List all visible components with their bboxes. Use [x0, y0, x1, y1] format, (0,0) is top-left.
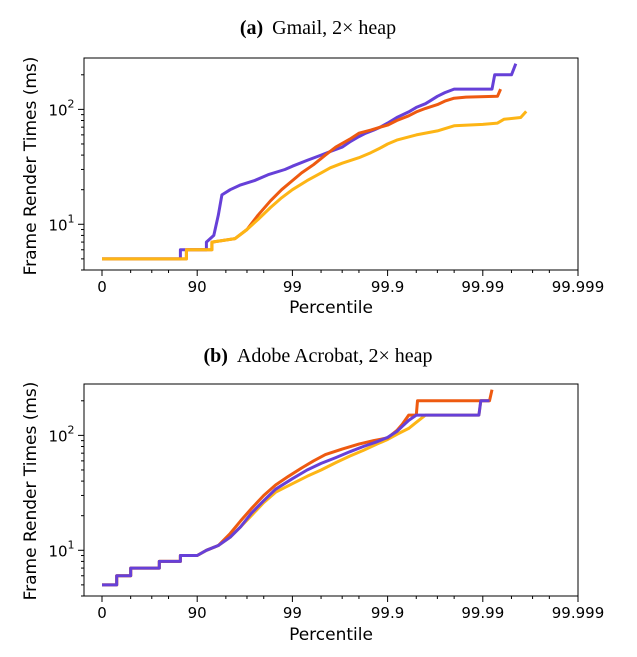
chart-panel-b: (b) Adobe Acrobat, 2× heap Frame Render …: [21, 345, 604, 645]
plot-frame-b: [83, 383, 579, 597]
series-line-b-yellow: [102, 399, 490, 587]
x-tick-label-b-2: 99: [283, 604, 302, 622]
series-line-b-purple: [102, 399, 490, 587]
x-tick-label-b-3: 99.9: [371, 604, 404, 622]
y-tick-exp-a-1: 2: [68, 97, 75, 110]
x-tick-label-a-0: 0: [97, 278, 107, 296]
series-line-a-purple: [102, 63, 518, 261]
chart-panel-a: (a) Gmail, 2× heap Frame Render Times (m…: [21, 17, 604, 318]
y-tick-exp-a-0: 1: [68, 212, 75, 225]
x-tick-label-b-4: 99.99: [461, 604, 504, 622]
y-axis-label-a: Frame Render Times (ms): [21, 57, 41, 276]
x-tick-label-a-1: 90: [188, 278, 207, 296]
y-tick-label-a-0: 10: [48, 216, 67, 234]
chart-title-a: (a) Gmail, 2× heap: [240, 17, 396, 39]
series-line-a-orange: [102, 88, 502, 261]
plot-frame-a: [83, 57, 579, 271]
x-tick-label-b-1: 90: [188, 604, 207, 622]
y-tick-label-b-0: 10: [48, 542, 67, 560]
x-tick-label-a-4: 99.99: [461, 278, 504, 296]
x-tick-label-a-2: 99: [283, 278, 302, 296]
y-axis-label-b: Frame Render Times (ms): [21, 382, 41, 601]
y-tick-label-a-1: 10: [48, 101, 67, 119]
series-line-b-orange: [102, 389, 494, 587]
series-line-a-yellow: [102, 110, 528, 261]
x-tick-label-b-0: 0: [97, 604, 107, 622]
x-tick-label-a-3: 99.9: [371, 278, 404, 296]
x-axis-label-a: Percentile: [289, 298, 373, 318]
x-axis-label-b: Percentile: [289, 625, 373, 645]
y-tick-exp-b-0: 1: [68, 538, 75, 551]
chart-title-b: (b) Adobe Acrobat, 2× heap: [203, 345, 432, 367]
x-tick-label-b-5: 99.999: [552, 604, 605, 622]
y-tick-label-b-1: 10: [48, 427, 67, 445]
x-tick-label-a-5: 99.999: [552, 278, 605, 296]
y-tick-exp-b-1: 2: [68, 423, 75, 436]
